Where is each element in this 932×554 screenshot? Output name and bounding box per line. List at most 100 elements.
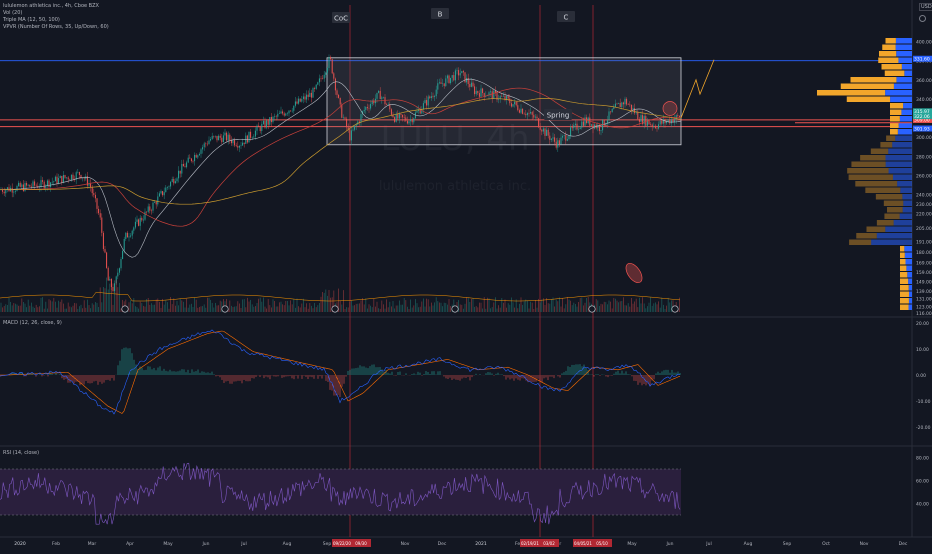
time-axis-label: Jul [240,541,246,547]
macd-histogram-bar [208,372,209,375]
volume-bar [12,305,13,312]
price-candle [503,96,504,97]
macd-histogram-bar [236,375,237,381]
volume-bar [418,307,419,312]
volume-profile-up-bar [894,84,912,90]
volume-bar [258,299,259,312]
macd-histogram-bar [570,367,571,375]
price-candle [255,131,256,137]
time-axis-label: May [163,541,173,547]
volume-bar [375,307,376,312]
volume-bar [554,306,555,312]
price-candle [543,129,544,132]
volume-bar [399,301,400,312]
macd-histogram-bar [128,348,129,375]
volume-indicator-label[interactable]: Vol (20) [3,10,22,16]
price-candle [367,107,368,108]
volume-bar [540,302,541,312]
macd-histogram-bar [600,375,601,376]
volume-bar [159,302,160,312]
macd-histogram-bar [454,375,455,379]
volume-bar [257,303,258,312]
volume-bar [297,299,298,312]
price-axis-tick: 300.00 [916,135,932,141]
macd-histogram-bar [260,375,261,377]
price-candle [394,117,395,122]
macd-histogram-bar [122,349,123,375]
vpvr-indicator-label[interactable]: VPVR (Number Of Rows, 35, Up/Down, 60) [3,24,109,30]
macd-histogram-bar [452,375,453,380]
volume-bar [444,303,445,312]
macd-histogram-bar [172,371,173,375]
volume-bar [354,305,355,312]
price-candle [125,233,126,239]
volume-bar [276,307,277,312]
volume-bar [487,298,488,312]
volume-bar [671,300,672,312]
volume-bar [321,297,322,312]
volume-profile-down-bar [900,259,906,265]
price-axis-tick: 116.00 [916,311,932,317]
volume-bar [657,304,658,312]
volume-bar [500,308,501,312]
rsi-indicator-label[interactable]: RSI (14, close) [3,450,39,456]
price-candle [229,135,230,140]
volume-bar [4,306,5,312]
volume-bar [130,300,131,312]
price-candle [159,193,160,196]
macd-histogram-bar [418,372,419,375]
price-candle [556,142,557,148]
macd-histogram-bar [606,375,607,376]
macd-histogram-bar [174,371,175,375]
macd-histogram-bar [364,366,365,375]
volume-bar [52,301,53,312]
price-candle [423,103,424,109]
volume-bar [629,307,630,312]
volume-bar [66,309,67,312]
macd-axis-tick: 10.00 [916,347,929,353]
price-candle [631,105,632,111]
macd-histogram-bar [132,353,133,375]
price-axis-tick: 149.00 [916,279,932,285]
macd-histogram-bar [368,368,369,375]
volume-bar [485,309,486,312]
volume-bar [237,301,238,312]
macd-indicator-label[interactable]: MACD (12, 26, close, 9) [3,320,62,326]
price-candle [617,104,618,105]
macd-histogram-bar [204,372,205,375]
price-candle [140,218,141,226]
volume-profile-down-bar [851,77,897,83]
price-candle [567,139,568,141]
macd-histogram-bar [162,371,163,375]
volume-bar [498,305,499,312]
volume-bar [98,307,99,312]
macd-histogram-bar [378,367,379,375]
macd-histogram-bar [84,375,85,385]
volume-bar [513,302,514,312]
price-candle [105,249,106,252]
macd-histogram-bar [568,366,569,375]
symbol-title[interactable]: lululemon athletica inc., 4h, Cboe BZX [3,3,99,9]
volume-profile-up-bar [909,298,912,304]
price-candle [575,124,576,125]
price-candle [332,59,333,73]
volume-bar [322,292,323,312]
macd-histogram-bar [432,371,433,375]
gear-icon[interactable] [919,15,926,22]
rsi-axis-tick: 40.00 [916,502,929,508]
volume-bar [119,283,120,312]
price-candle [285,114,286,116]
volume-bar [250,300,251,312]
volume-profile-down-bar [900,292,909,298]
price-candle [268,121,269,125]
currency-button[interactable]: USD [919,3,932,11]
triple-ma-indicator-label[interactable]: Triple MA (12, 50, 100) [3,17,60,23]
price-candle [474,86,475,94]
volume-bar [412,308,413,312]
macd-histogram-bar [198,370,199,375]
volume-bar [369,304,370,312]
macd-histogram-bar [434,371,435,375]
price-candle [276,116,277,117]
annotation-coc: CoC [334,15,348,23]
